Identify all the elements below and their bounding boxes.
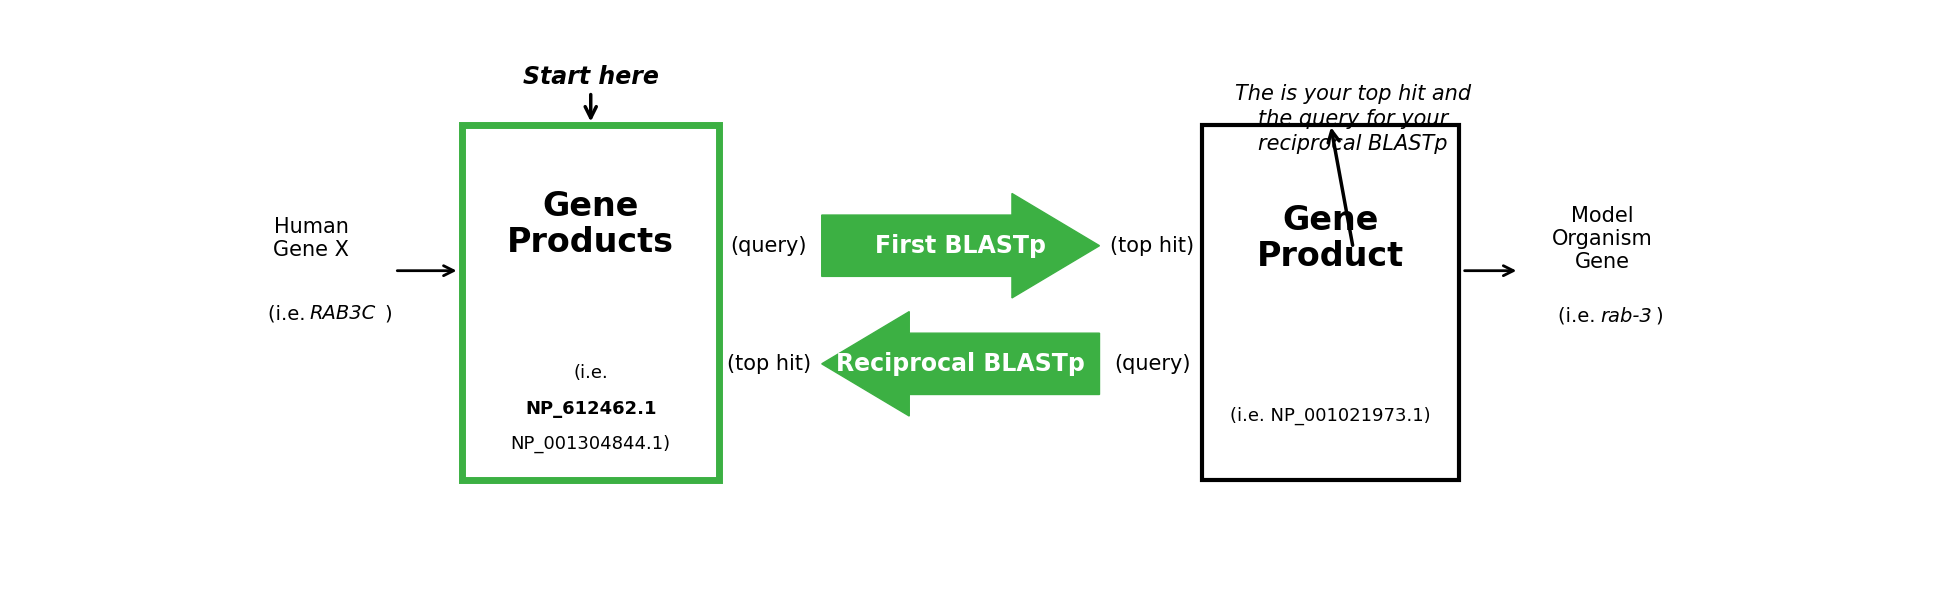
Text: ): ) bbox=[384, 304, 392, 323]
Text: Start here: Start here bbox=[522, 65, 658, 118]
Text: NP_612462.1: NP_612462.1 bbox=[524, 400, 656, 418]
Text: Human
Gene X: Human Gene X bbox=[273, 217, 349, 261]
Text: (top hit): (top hit) bbox=[727, 354, 810, 374]
Text: The is your top hit and
the query for your
reciprocal BLASTp: The is your top hit and the query for yo… bbox=[1235, 84, 1471, 154]
Text: ): ) bbox=[1656, 307, 1664, 326]
FancyBboxPatch shape bbox=[462, 125, 719, 480]
Polygon shape bbox=[822, 194, 1099, 298]
Text: First BLASTp: First BLASTp bbox=[875, 234, 1046, 258]
Text: rab-3: rab-3 bbox=[1601, 307, 1652, 326]
Polygon shape bbox=[822, 312, 1099, 416]
Text: Reciprocal BLASTp: Reciprocal BLASTp bbox=[836, 352, 1085, 376]
Text: NP_001304844.1): NP_001304844.1) bbox=[510, 435, 670, 453]
Text: Model
Organism
Gene: Model Organism Gene bbox=[1553, 206, 1652, 272]
Text: (i.e.: (i.e. bbox=[1558, 307, 1601, 326]
Text: (query): (query) bbox=[1114, 354, 1190, 374]
Text: RAB3C: RAB3C bbox=[310, 304, 376, 323]
Text: (top hit): (top hit) bbox=[1110, 236, 1194, 255]
Text: (i.e. NP_001021973.1): (i.e. NP_001021973.1) bbox=[1231, 407, 1430, 425]
Text: Gene
Products: Gene Products bbox=[506, 190, 674, 259]
Text: (i.e.: (i.e. bbox=[267, 304, 312, 323]
Text: (query): (query) bbox=[730, 236, 806, 255]
FancyBboxPatch shape bbox=[1202, 125, 1459, 480]
Text: Gene
Product: Gene Product bbox=[1256, 204, 1405, 273]
Text: (i.e.: (i.e. bbox=[573, 365, 608, 382]
